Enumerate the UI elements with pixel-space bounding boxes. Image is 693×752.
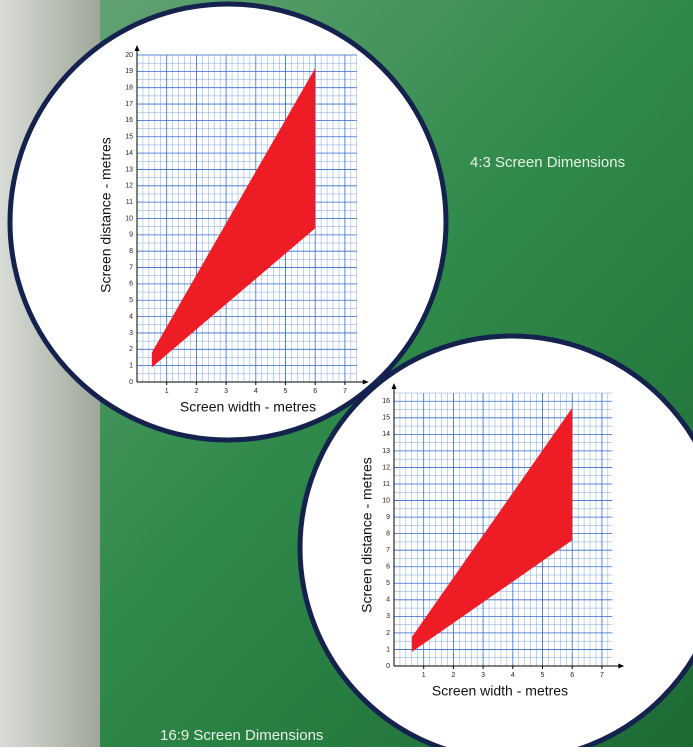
y-tick-label: 9 (129, 232, 133, 239)
y-tick-label: 10 (382, 497, 390, 504)
x-tick-label: 7 (600, 672, 604, 679)
y-tick-label: 0 (129, 379, 133, 386)
y-tick-label: 13 (382, 448, 390, 455)
y-tick-label: 4 (129, 313, 133, 320)
y-tick-label: 5 (129, 297, 133, 304)
x-axis-label: Screen width - metres (180, 399, 316, 415)
y-tick-label: 2 (386, 630, 390, 637)
x-tick-label: 7 (343, 388, 347, 395)
x-tick-label: 5 (541, 672, 545, 679)
axis-arrow (391, 383, 397, 389)
y-tick-label: 7 (129, 264, 133, 271)
y-tick-label: 1 (386, 646, 390, 653)
y-tick-label: 3 (386, 613, 390, 620)
y-tick-label: 14 (382, 431, 390, 438)
y-axis-label: Screen distance - metres (359, 457, 375, 613)
y-tick-label: 20 (125, 52, 133, 59)
axis-arrow (134, 45, 140, 51)
y-tick-label: 9 (386, 514, 390, 521)
y-tick-label: 5 (386, 580, 390, 587)
chart-title: 16:9 Screen Dimensions (160, 727, 323, 744)
y-tick-label: 13 (125, 166, 133, 173)
y-tick-label: 8 (129, 248, 133, 255)
x-tick-label: 3 (481, 672, 485, 679)
y-tick-label: 7 (386, 547, 390, 554)
chart-title: 4:3 Screen Dimensions (470, 154, 625, 171)
y-tick-label: 12 (382, 464, 390, 471)
x-tick-label: 1 (422, 672, 426, 679)
y-tick-label: 0 (386, 663, 390, 670)
y-tick-label: 12 (125, 183, 133, 190)
x-tick-label: 5 (284, 388, 288, 395)
y-tick-label: 15 (125, 134, 133, 141)
x-tick-label: 4 (511, 672, 515, 679)
y-tick-label: 4 (386, 597, 390, 604)
range-area (151, 68, 316, 368)
y-tick-label: 11 (126, 199, 133, 206)
y-tick-label: 2 (129, 346, 133, 353)
range-area (411, 407, 573, 652)
axis-arrow (618, 663, 625, 669)
y-tick-label: 6 (386, 564, 390, 571)
y-axis-label: Screen distance - metres (98, 137, 114, 293)
y-tick-label: 3 (129, 330, 133, 337)
y-tick-label: 15 (382, 415, 390, 422)
x-tick-label: 6 (570, 672, 574, 679)
y-tick-label: 11 (383, 481, 390, 488)
y-tick-label: 19 (125, 68, 133, 75)
y-tick-label: 10 (125, 215, 133, 222)
axis-arrow (362, 379, 369, 385)
x-tick-label: 6 (313, 388, 317, 395)
x-tick-label: 4 (254, 388, 258, 395)
y-tick-label: 16 (382, 398, 390, 405)
x-tick-label: 2 (451, 672, 455, 679)
y-tick-label: 17 (125, 101, 133, 108)
y-tick-label: 18 (125, 85, 133, 92)
x-tick-label: 2 (194, 388, 198, 395)
x-tick-label: 3 (224, 388, 228, 395)
y-tick-label: 6 (129, 281, 133, 288)
y-tick-label: 1 (129, 362, 133, 369)
y-tick-label: 14 (125, 150, 133, 157)
y-tick-label: 16 (125, 117, 133, 124)
x-tick-label: 1 (165, 388, 169, 395)
y-tick-label: 8 (386, 530, 390, 537)
x-axis-label: Screen width - metres (432, 683, 568, 699)
